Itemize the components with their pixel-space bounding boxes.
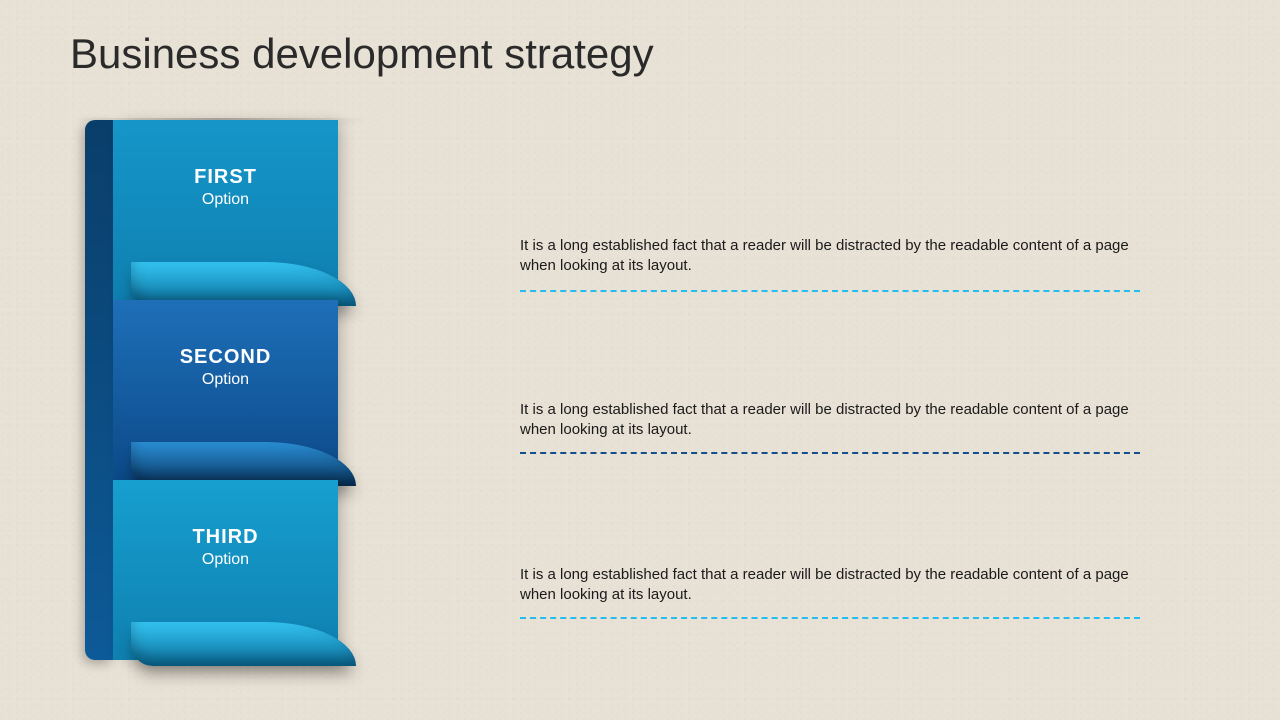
segment-label: THIRD Option [113,526,338,569]
segment-subtitle: Option [113,551,338,569]
ribbon-segment-3: THIRD Option [113,480,338,660]
segment-title: FIRST [113,166,338,189]
divider-3 [520,617,1140,619]
page-title: Business development strategy [70,30,654,78]
ribbon-segment-1: FIRST Option [113,120,338,300]
ribbon-spine [85,120,113,660]
segment-subtitle: Option [113,191,338,209]
segment-label: SECOND Option [113,346,338,389]
ribbon-column: FIRST Option SECOND Option THIRD Option [85,120,365,680]
divider-1 [520,290,1140,292]
segment-label: FIRST Option [113,166,338,209]
description-2: It is a long established fact that a rea… [520,400,1135,449]
segment-subtitle: Option [113,371,338,389]
description-3: It is a long established fact that a rea… [520,565,1135,614]
segment-title: THIRD [113,526,338,549]
divider-2 [520,452,1140,454]
ribbon-curl-3 [131,622,356,666]
segment-title: SECOND [113,346,338,369]
description-1: It is a long established fact that a rea… [520,236,1135,285]
ribbon-segment-2: SECOND Option [113,300,338,480]
